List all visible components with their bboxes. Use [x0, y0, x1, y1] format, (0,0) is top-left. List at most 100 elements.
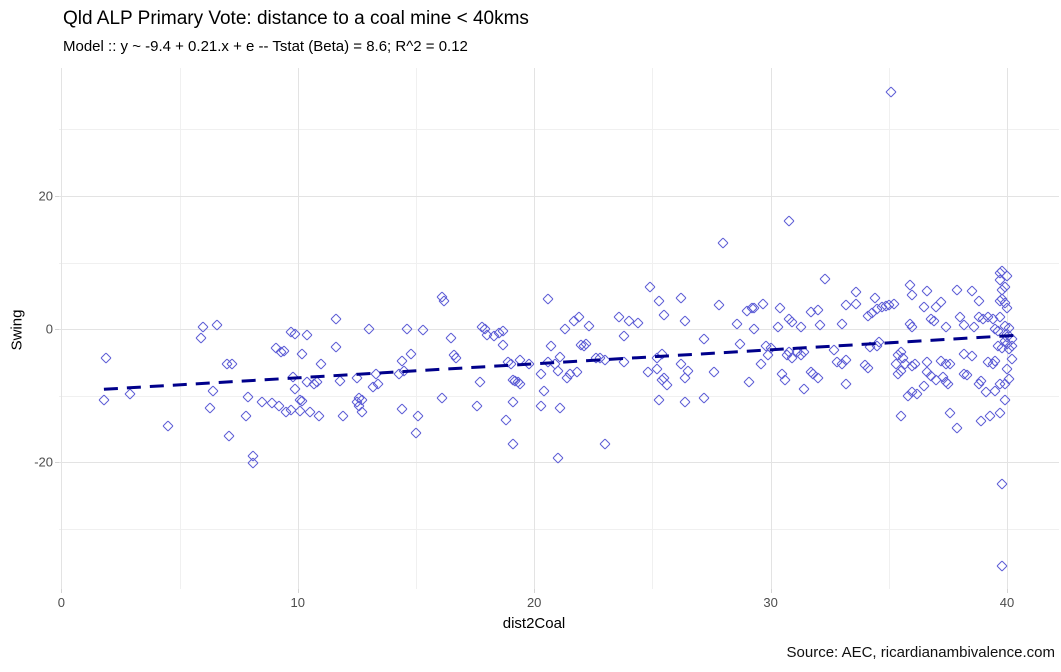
scatter-point — [850, 298, 862, 310]
scatter-point — [679, 396, 692, 408]
scatter-point — [644, 281, 656, 293]
scatter-point — [301, 329, 313, 341]
x-major-gridline — [1006, 68, 1008, 589]
scatter-point — [906, 288, 919, 301]
chart-title: Qld ALP Primary Vote: distance to a coal… — [63, 8, 529, 29]
x-tick-label: 10 — [290, 595, 305, 610]
scatter-point — [942, 378, 954, 391]
scatter-point — [436, 392, 448, 405]
scatter-point — [850, 286, 862, 298]
scatter-point — [951, 422, 964, 434]
scatter-point — [410, 427, 422, 439]
scatter-point — [514, 378, 526, 391]
scatter-point — [972, 294, 985, 307]
scatter-point — [840, 299, 852, 311]
y-tick-label: -20 — [34, 454, 53, 470]
scatter-point — [204, 402, 216, 414]
scatter-point — [772, 321, 784, 333]
scatter-point — [337, 410, 349, 423]
scatter-point — [370, 368, 382, 381]
x-tick-label: 30 — [763, 595, 778, 610]
y-tick-mark — [55, 195, 59, 197]
scatter-point — [535, 400, 547, 412]
y-major-gridline — [59, 195, 1059, 197]
scatter-point — [242, 391, 254, 403]
plot-panel — [59, 68, 1059, 589]
scatter-point — [559, 322, 571, 335]
scatter-point — [698, 333, 711, 345]
scatter-point — [315, 358, 328, 371]
scatter-point — [819, 273, 831, 285]
x-axis-title: dist2Coal — [502, 615, 566, 632]
scatter-point — [698, 392, 711, 405]
x-major-gridline — [61, 68, 63, 589]
scatter-point — [507, 396, 519, 408]
scatter-point — [554, 402, 566, 415]
scatter-point — [812, 372, 824, 385]
scatter-point — [363, 323, 375, 335]
scatter-point — [798, 383, 810, 395]
scatter-point — [396, 355, 408, 367]
scatter-point — [906, 321, 919, 333]
scatter-point — [894, 410, 907, 422]
scatter-point — [329, 312, 342, 325]
x-tick-label: 20 — [526, 595, 542, 610]
scatter-point — [412, 410, 424, 423]
scatter-point — [334, 375, 346, 387]
chart-subtitle: Model :: y ~ -9.4 + 0.21.x + e -- Tstat … — [63, 38, 468, 55]
y-tick-label: 0 — [45, 321, 53, 337]
scatter-point — [599, 354, 611, 367]
x-minor-gridline — [888, 68, 890, 589]
scatter-point — [679, 315, 692, 327]
scatter-point — [618, 356, 630, 368]
scatter-point — [994, 407, 1006, 419]
scatter-point — [920, 284, 933, 297]
x-minor-gridline — [415, 68, 417, 589]
scatter-point — [289, 383, 302, 395]
scatter-point — [223, 430, 235, 442]
scatter-point — [795, 320, 807, 333]
scatter-point — [968, 320, 980, 333]
scatter-point — [445, 332, 458, 344]
scatter-point — [542, 292, 555, 305]
scatter-point — [351, 372, 363, 385]
scatter-point — [734, 338, 746, 350]
y-minor-gridline — [59, 529, 1059, 531]
scatter-point — [100, 352, 112, 364]
source-credit: Source: AEC, ricardianambivalence.com — [786, 644, 1055, 661]
scatter-point — [653, 295, 666, 307]
scatter-point — [708, 366, 720, 378]
scatter-point — [400, 323, 413, 335]
scatter-point — [545, 340, 557, 352]
scatter-point — [471, 400, 484, 413]
scatter-point — [868, 292, 881, 304]
x-tick-label: 40 — [999, 595, 1015, 610]
scatter-point — [1001, 363, 1013, 375]
scatter-point — [748, 323, 760, 335]
scatter-point — [599, 438, 611, 451]
scatter-point — [774, 302, 786, 314]
scatter-point — [965, 284, 978, 297]
x-minor-gridline — [652, 68, 654, 589]
scatter-point — [918, 301, 930, 313]
scatter-point — [535, 368, 547, 381]
scatter-point — [632, 316, 644, 329]
scatter-point — [396, 403, 408, 415]
y-major-gridline — [59, 329, 1059, 331]
y-tick-label: 20 — [38, 188, 53, 204]
scatter-point — [507, 438, 519, 451]
x-major-gridline — [534, 68, 536, 589]
scatter-point — [658, 308, 670, 321]
scatter-point — [904, 279, 916, 291]
scatter-point — [731, 318, 744, 330]
scatter-point — [918, 380, 930, 392]
x-tick-mark — [534, 589, 536, 593]
y-major-gridline — [59, 462, 1059, 464]
scatter-point — [911, 388, 923, 401]
y-minor-gridline — [59, 262, 1059, 264]
x-major-gridline — [770, 68, 772, 589]
x-tick-mark — [61, 589, 63, 593]
x-minor-gridline — [179, 68, 181, 589]
scatter-point — [162, 420, 174, 432]
scatter-point — [247, 457, 259, 469]
